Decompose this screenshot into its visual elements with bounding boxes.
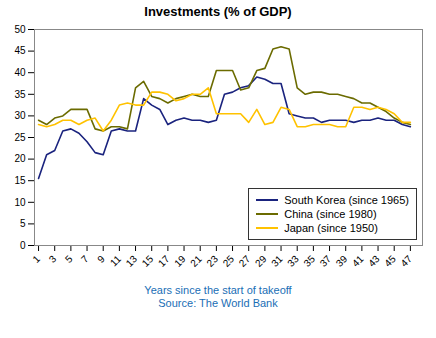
svg-text:13: 13 <box>124 253 140 269</box>
svg-text:25: 25 <box>221 253 237 269</box>
svg-text:31: 31 <box>269 253 285 269</box>
svg-text:21: 21 <box>188 253 204 269</box>
svg-text:20: 20 <box>14 153 26 164</box>
svg-text:0: 0 <box>20 240 26 251</box>
html-text:China (since 1980): China (since 1980) <box>284 208 377 220</box>
html-text:Japan (since 1950): Japan (since 1950) <box>284 222 378 234</box>
svg-text:35: 35 <box>14 89 26 100</box>
svg-text:45: 45 <box>14 45 26 56</box>
svg-text:10: 10 <box>14 197 26 208</box>
html-text:Years since the start of takeo: Years since the start of takeoff <box>144 284 292 296</box>
svg-text:39: 39 <box>334 253 350 269</box>
svg-text:33: 33 <box>285 253 301 269</box>
html-text:South Korea (since 1965): South Korea (since 1965) <box>284 194 409 206</box>
svg-text:5: 5 <box>20 218 26 229</box>
svg-text:19: 19 <box>172 253 188 269</box>
svg-text:41: 41 <box>350 253 366 269</box>
svg-text:15: 15 <box>14 175 26 186</box>
svg-text:15: 15 <box>140 253 156 269</box>
svg-text:1: 1 <box>31 253 43 265</box>
svg-text:45: 45 <box>382 253 398 269</box>
svg-text:9: 9 <box>95 253 107 265</box>
svg-text:35: 35 <box>301 253 317 269</box>
svg-text:29: 29 <box>253 253 269 269</box>
svg-text:25: 25 <box>14 132 26 143</box>
svg-text:17: 17 <box>156 253 172 269</box>
svg-text:3: 3 <box>47 253 59 265</box>
svg-text:47: 47 <box>398 253 414 269</box>
svg-text:30: 30 <box>14 110 26 121</box>
svg-text:50: 50 <box>14 24 26 35</box>
svg-text:37: 37 <box>318 253 334 269</box>
svg-text:5: 5 <box>63 253 75 265</box>
svg-text:7: 7 <box>79 253 91 265</box>
svg-text:23: 23 <box>204 253 220 269</box>
svg-text:11: 11 <box>108 253 123 268</box>
html-text:Investments (% of GDP): Investments (% of GDP) <box>144 4 292 19</box>
svg-text:27: 27 <box>237 253 253 269</box>
svg-text:43: 43 <box>366 253 382 269</box>
svg-text:40: 40 <box>14 67 26 78</box>
html-text:Source: The World Bank: Source: The World Bank <box>158 297 278 309</box>
